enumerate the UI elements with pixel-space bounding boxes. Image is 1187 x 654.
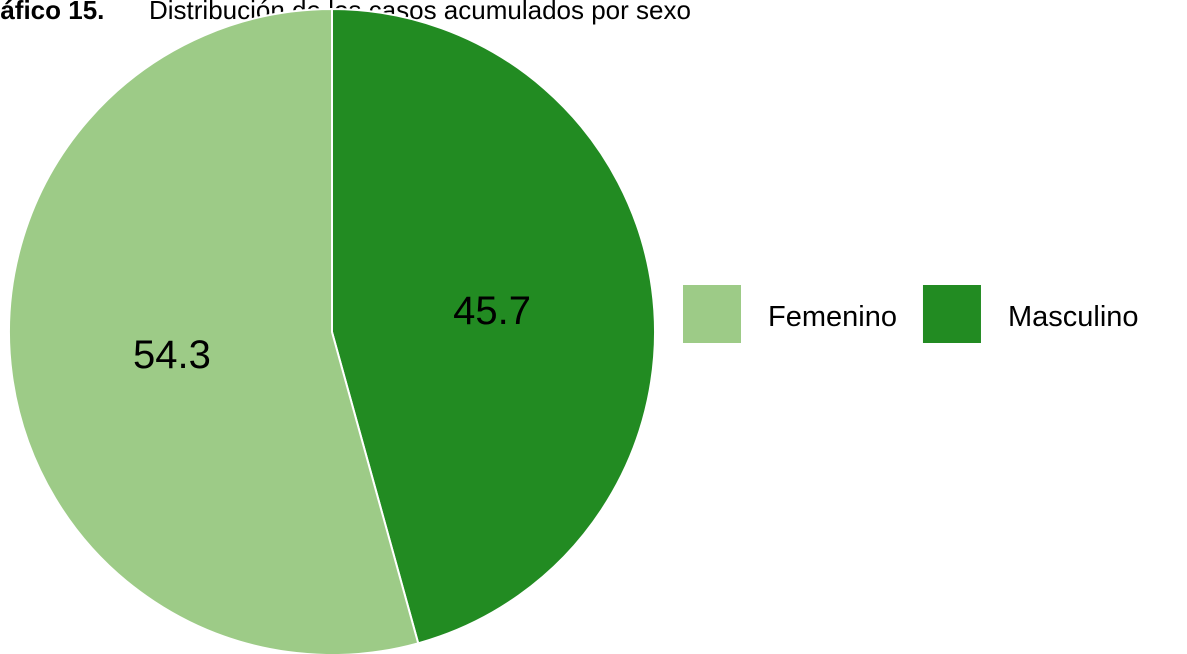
- pie-slice: [331, 7, 656, 645]
- pie: 45.7 54.3: [8, 7, 656, 654]
- legend-swatch: [922, 285, 981, 343]
- data-label: 45.7: [453, 289, 531, 333]
- figure-label: Gráfico 15.: [0, 0, 104, 25]
- data-label: 54.3: [133, 333, 211, 377]
- legend: Femenino Masculino: [683, 285, 1139, 343]
- pie-slice: [8, 7, 420, 654]
- legend-label: Femenino: [768, 301, 897, 333]
- legend-label: Masculino: [1008, 301, 1139, 333]
- legend-swatch: [683, 285, 741, 343]
